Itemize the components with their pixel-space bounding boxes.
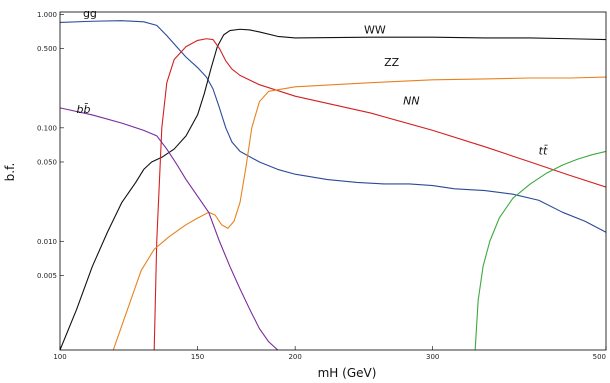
series-line-gg [60, 20, 606, 233]
series-label-ZZ: ZZ [384, 56, 400, 69]
x-tick-label: 150 [191, 353, 204, 361]
y-axis-title: b.f. [3, 163, 17, 182]
series-label-NN: NN [403, 95, 419, 108]
x-axis-title: mH (GeV) [318, 366, 377, 380]
y-tick-label: 1.000 [37, 11, 57, 19]
series-line-NN [153, 38, 606, 350]
y-tick-label: 0.500 [37, 45, 57, 53]
series-label-WW: WW [364, 23, 386, 36]
chart-series-labels: gg WW NN ZZ bb̄ tt̄ [77, 7, 549, 158]
series-line-WW [60, 28, 606, 350]
x-tick-label: 300 [426, 353, 439, 361]
y-tick-label: 0.005 [37, 272, 57, 280]
x-tick-label: 500 [593, 353, 606, 361]
series-label-bb: bb̄ [77, 103, 91, 116]
plot-frame [59, 11, 607, 351]
y-tick-label: 0.010 [37, 238, 57, 246]
y-tick-label: 0.050 [37, 158, 57, 166]
series-label-gg: gg [83, 7, 97, 20]
series-line-bb [60, 107, 279, 350]
x-tick-label: 200 [288, 353, 301, 361]
series-line-tt [474, 150, 606, 350]
x-axis-ticks: 100 150 200 300 500 [53, 346, 607, 361]
series-line-ZZ [112, 76, 606, 350]
x-tick-label: 100 [53, 353, 66, 361]
series-label-tt: tt̄ [539, 145, 549, 158]
y-axis-ticks: 1.000 0.500 0.100 0.050 0.010 0.005 [37, 11, 64, 280]
y-tick-label: 0.100 [37, 124, 57, 132]
chart-series-group [60, 20, 606, 350]
